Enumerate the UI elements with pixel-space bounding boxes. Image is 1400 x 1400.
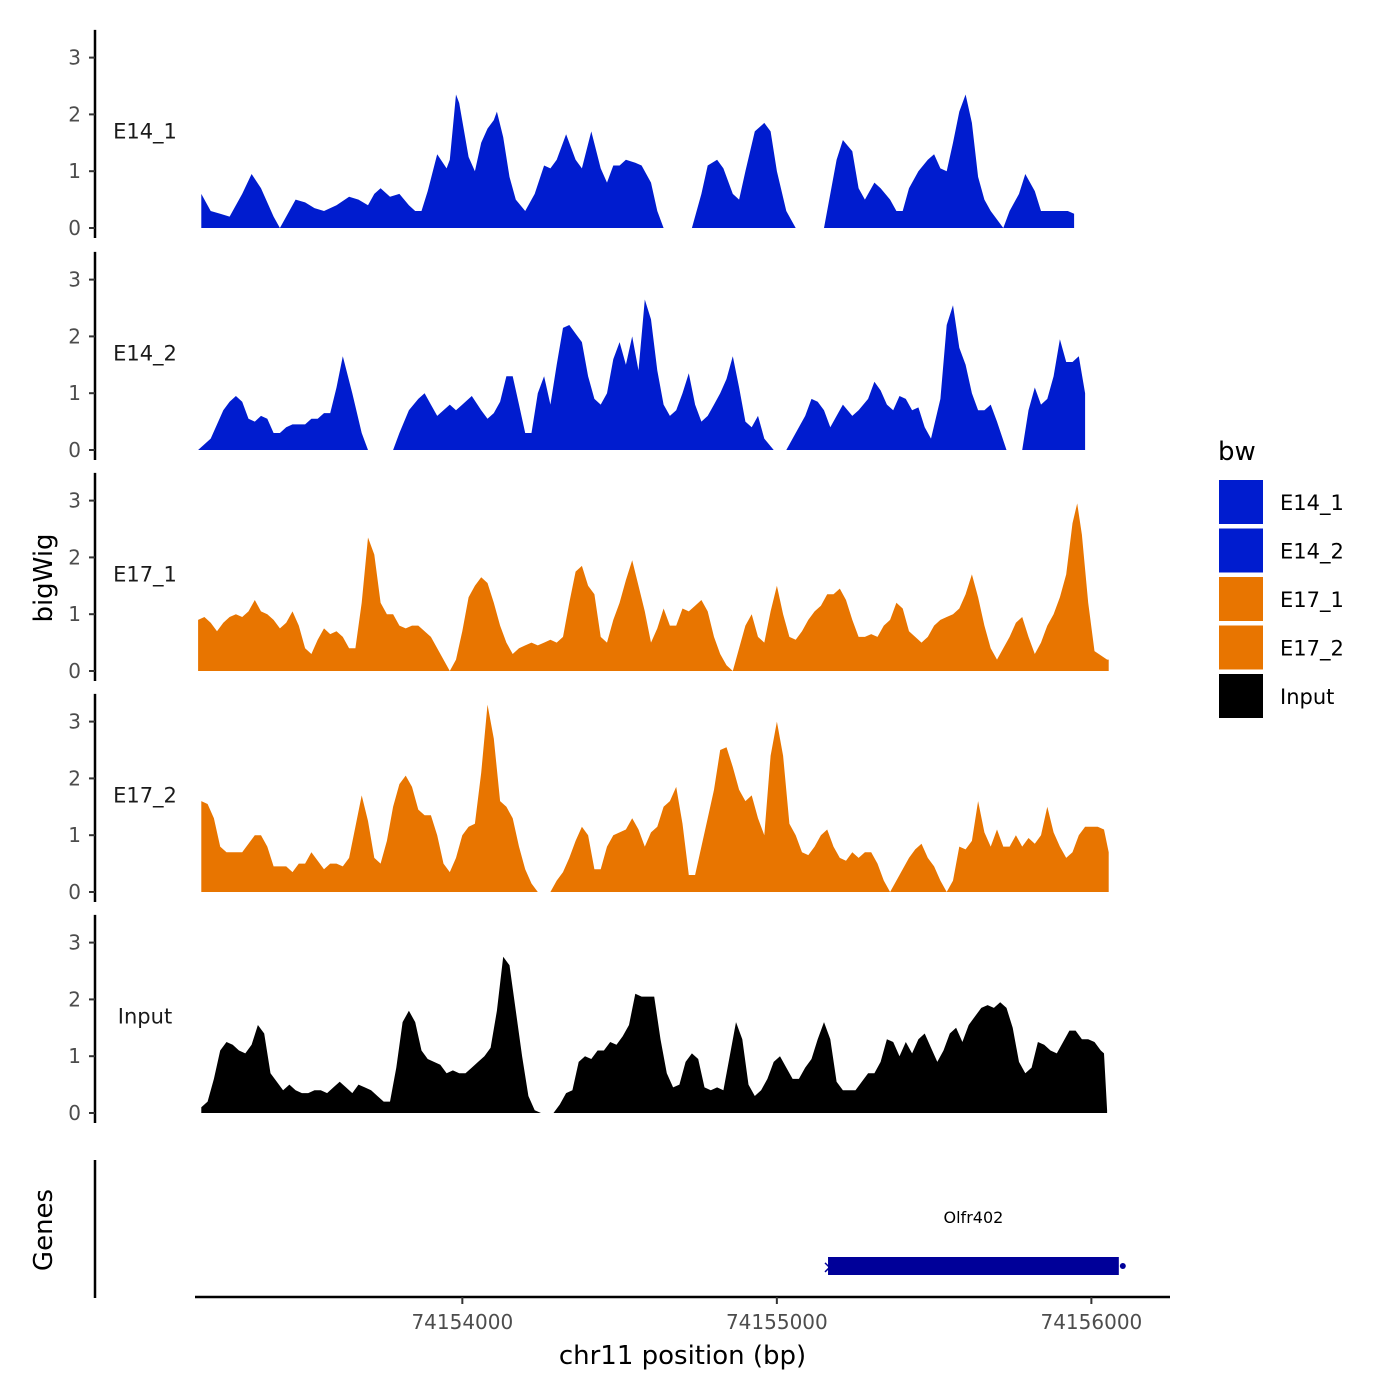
track-label-Input: Input <box>118 1004 172 1028</box>
y-tick-label-E17_2-0: 0 <box>68 880 81 904</box>
legend-swatch-E14_2 <box>1219 528 1263 573</box>
y-tick-label-E17_1-1: 1 <box>68 602 81 626</box>
legend-swatch-Input <box>1219 674 1263 718</box>
area-Input <box>201 956 1108 1113</box>
y-tick-label-Input-1: 1 <box>68 1044 81 1068</box>
y-tick-label-E14_1-3: 3 <box>68 46 81 70</box>
y-tick-label-E14_2-1: 1 <box>68 381 81 405</box>
y-tick-label-E14_2-3: 3 <box>68 268 81 292</box>
area-E14_2 <box>198 299 1086 450</box>
y-tick-label-E14_2-0: 0 <box>68 438 81 462</box>
area-E17_2 <box>201 704 1109 892</box>
track-label-E14_2: E14_2 <box>113 341 177 366</box>
legend-label-E14_1: E14_1 <box>1280 491 1344 516</box>
legend-title: bw <box>1218 437 1256 467</box>
legend-label-E17_1: E17_1 <box>1280 588 1344 613</box>
legend-label-E14_2: E14_2 <box>1280 540 1344 565</box>
legend-swatch-E17_2 <box>1219 625 1263 670</box>
genes-axis-title: Genes <box>29 1189 59 1271</box>
track-label-E17_2: E17_2 <box>113 783 177 808</box>
y-tick-label-E14_2-2: 2 <box>68 324 81 348</box>
legend-swatch-E17_1 <box>1219 577 1263 621</box>
track-label-E14_1: E14_1 <box>113 119 177 144</box>
y-tick-label-E14_1-2: 2 <box>68 102 81 126</box>
track-label-E17_1: E17_1 <box>113 562 177 587</box>
y-tick-label-E14_1-1: 1 <box>68 159 81 183</box>
y-tick-label-E17_1-2: 2 <box>68 545 81 569</box>
y-tick-label-E14_1-0: 0 <box>68 216 81 240</box>
gene-strand-marker: × <box>822 1257 837 1278</box>
area-E14_1 <box>201 94 1075 228</box>
y-tick-label-Input-3: 3 <box>68 931 81 955</box>
y-tick-label-E17_1-3: 3 <box>68 489 81 513</box>
y-axis-title: bigWig <box>29 533 59 622</box>
x-tick-label-74155000: 74155000 <box>726 1310 828 1334</box>
y-tick-label-E17_2-2: 2 <box>68 766 81 790</box>
x-tick-label-74156000: 74156000 <box>1040 1310 1142 1334</box>
y-tick-label-E17_2-1: 1 <box>68 823 81 847</box>
y-tick-label-Input-2: 2 <box>68 987 81 1011</box>
y-tick-label-Input-0: 0 <box>68 1101 81 1125</box>
legend-label-E17_2: E17_2 <box>1280 637 1344 662</box>
x-tick-label-74154000: 74154000 <box>411 1310 513 1334</box>
legend-label-Input: Input <box>1280 685 1334 709</box>
legend-swatch-E14_1 <box>1219 480 1263 524</box>
y-tick-label-E17_2-3: 3 <box>68 710 81 734</box>
area-E17_1 <box>198 503 1109 671</box>
gene-label: Olfr402 <box>944 1208 1004 1227</box>
gene-end-marker <box>1119 1263 1126 1269</box>
gene-body <box>828 1257 1119 1275</box>
x-axis-title: chr11 position (bp) <box>559 1341 806 1371</box>
y-tick-label-E17_1-0: 0 <box>68 659 81 683</box>
